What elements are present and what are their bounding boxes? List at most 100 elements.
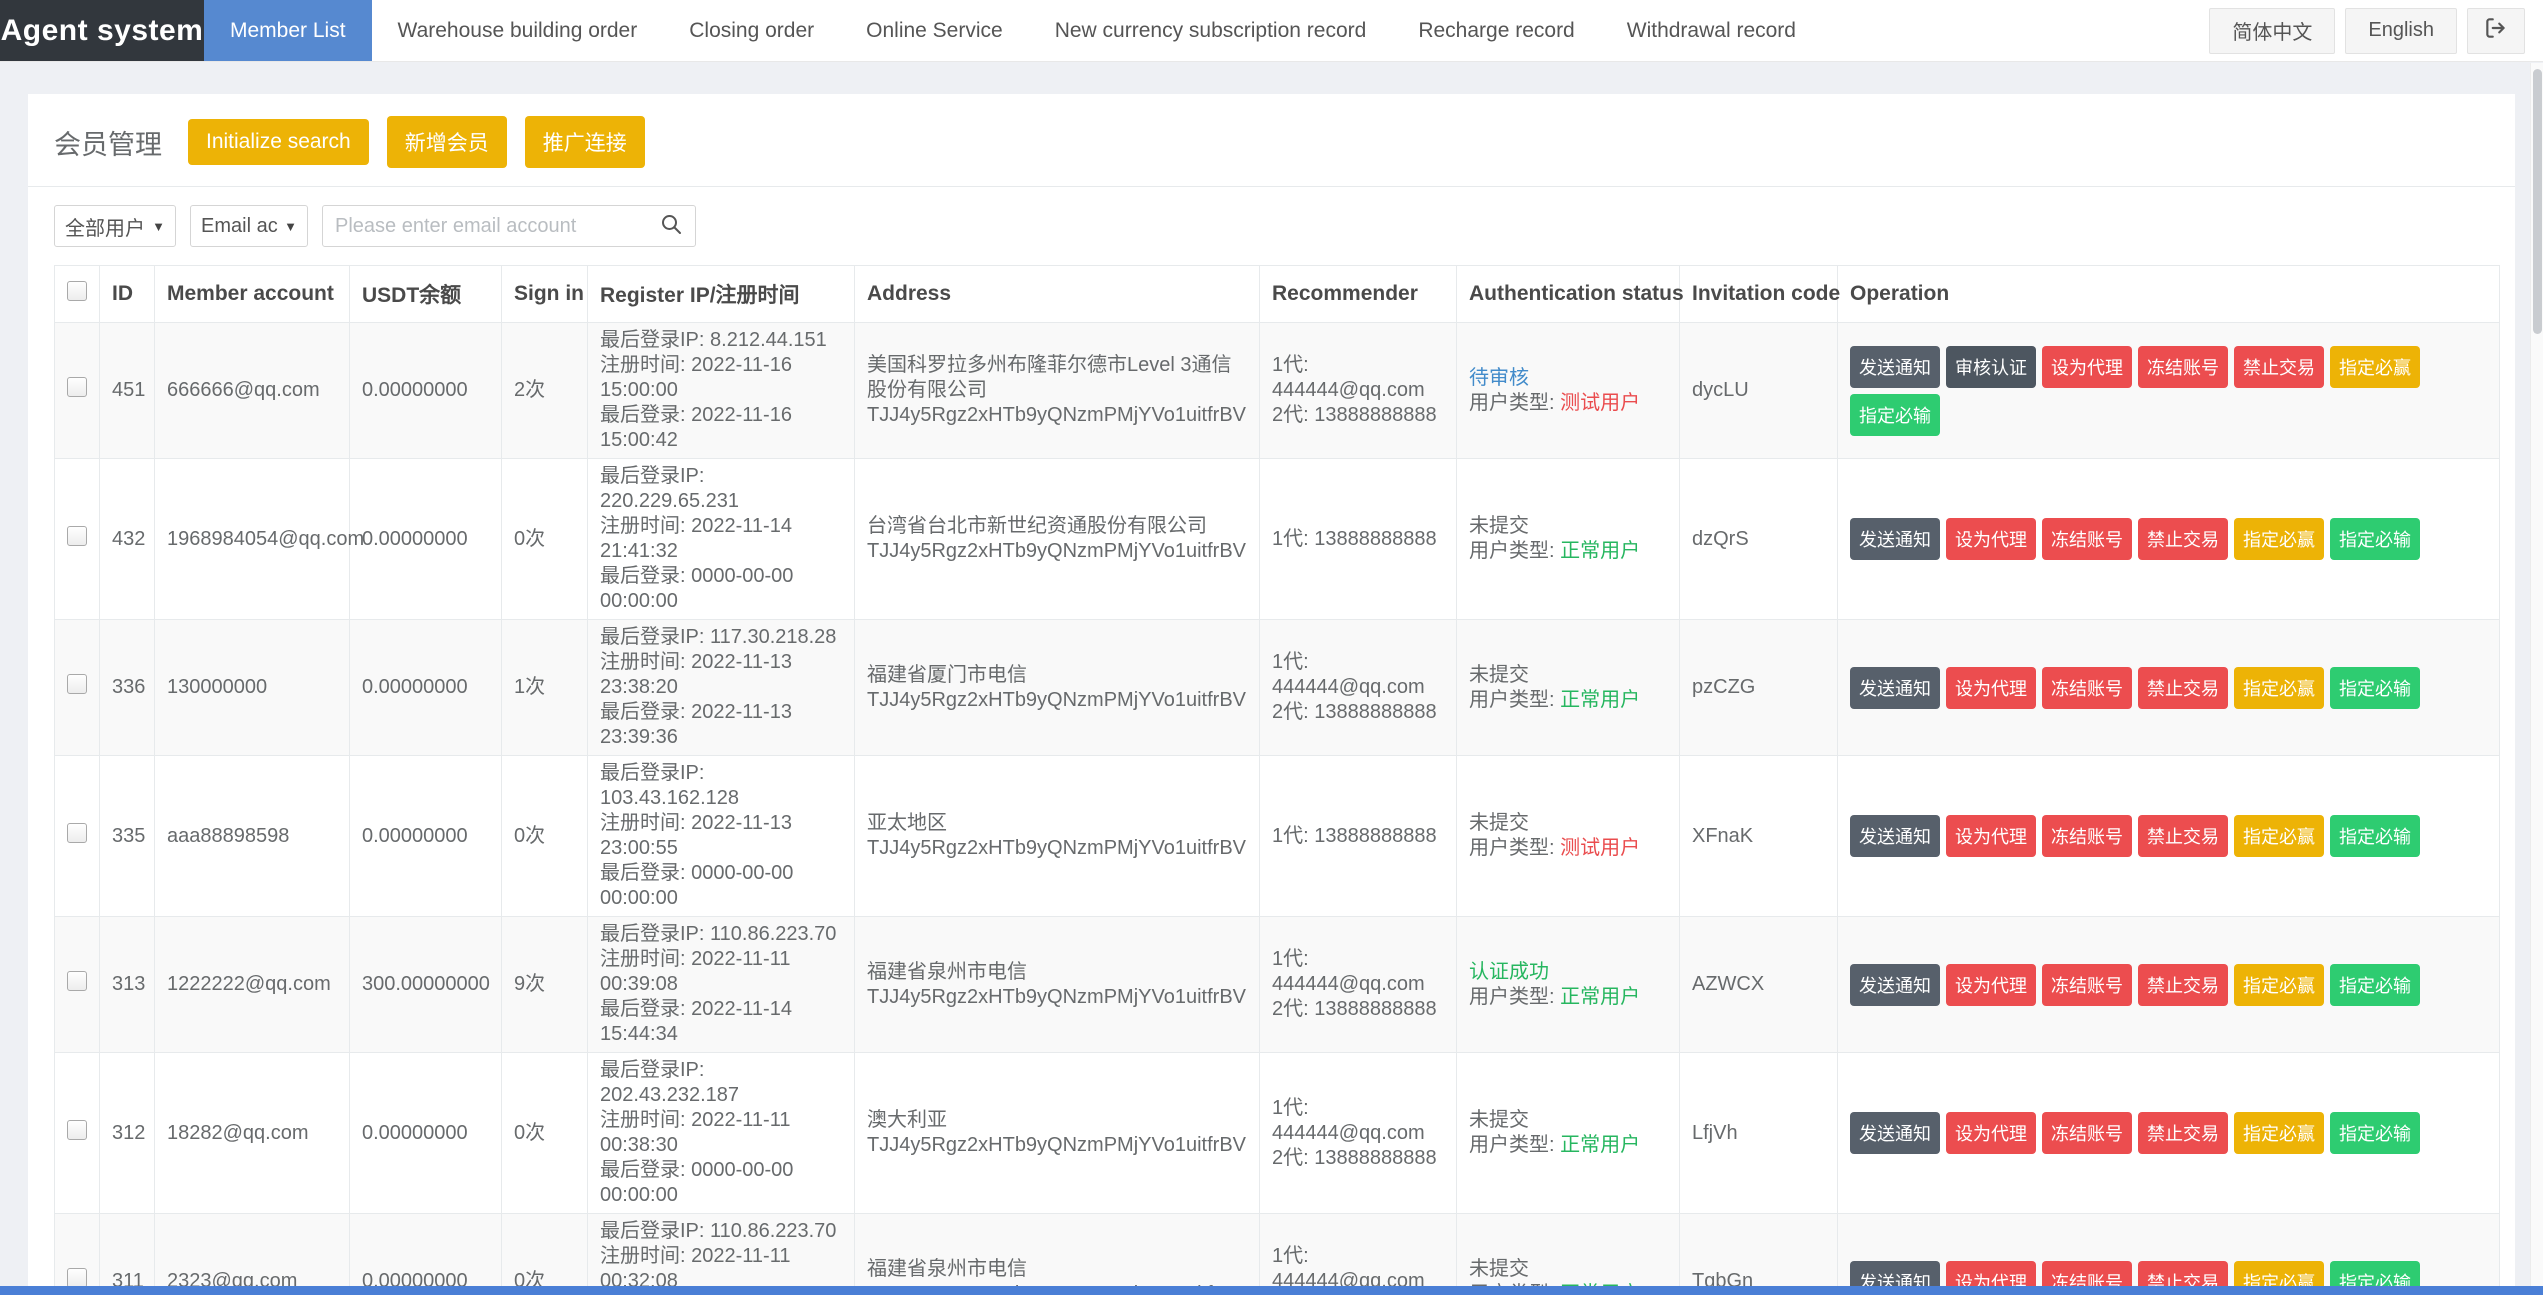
action-button-assign-win[interactable]: 指定必赢 <box>2234 963 2324 1006</box>
action-button-forbid-trade[interactable]: 禁止交易 <box>2138 963 2228 1006</box>
tab-closing-order[interactable]: Closing order <box>689 18 815 42</box>
action-button-audit-auth[interactable]: 审核认证 <box>1946 345 2036 388</box>
row-checkbox[interactable] <box>67 525 87 546</box>
action-button-assign-win[interactable]: 指定必赢 <box>2330 345 2420 388</box>
action-button-freeze-account[interactable]: 冻结账号 <box>2042 518 2132 560</box>
action-button-set-agent[interactable]: 设为代理 <box>1946 815 2036 857</box>
tab-withdrawal-record[interactable]: Withdrawal record <box>1626 18 1796 42</box>
scrollbar-thumb[interactable] <box>2533 69 2542 334</box>
auth-status: 未提交 <box>1469 1257 1529 1280</box>
auth-status-cell: 未提交 用户类型: 正常用户 <box>1456 1213 1680 1295</box>
search-box <box>322 205 696 247</box>
action-button-send-notify[interactable]: 发送通知 <box>1850 345 1940 388</box>
action-button-forbid-trade[interactable]: 禁止交易 <box>2234 345 2324 388</box>
tab-member-list[interactable]: Member List <box>204 0 372 61</box>
action-button-freeze-account[interactable]: 冻结账号 <box>2042 666 2132 709</box>
register-info-cell: 最后登录IP: 110.86.223.70 注册时间: 2022-11-11 0… <box>587 1213 855 1295</box>
action-button-send-notify[interactable]: 发送通知 <box>1850 518 1940 560</box>
action-button-set-agent[interactable]: 设为代理 <box>1946 1112 2036 1154</box>
action-button-freeze-account[interactable]: 冻结账号 <box>2042 1112 2132 1154</box>
member-id: 311 <box>99 1213 155 1295</box>
action-button-assign-lose[interactable]: 指定必输 <box>2330 1112 2420 1154</box>
action-button-assign-win[interactable]: 指定必赢 <box>2234 666 2324 709</box>
action-button-set-agent[interactable]: 设为代理 <box>1946 666 2036 709</box>
member-account: 666666@qq.com <box>154 322 350 459</box>
tab-online-service[interactable]: Online Service <box>866 18 1003 42</box>
tab-warehouse-building-order[interactable]: Warehouse building order <box>397 18 638 42</box>
invitation-code: dycLU <box>1679 322 1838 459</box>
table-row: 311 2323@qq.com 0.00000000 0次 最后登录IP: 11… <box>54 1213 2500 1295</box>
row-checkbox[interactable] <box>67 1119 87 1140</box>
promotion-link-button[interactable]: 推广连接 <box>524 116 645 168</box>
address-cell: 亚太地区 TJJ4y5Rgz2xHTb9yQNzmPMjYVo1uitfrBV <box>854 755 1260 917</box>
action-button-set-agent[interactable]: 设为代理 <box>2042 345 2132 388</box>
user-type-select-value: 全部用户 <box>65 217 145 240</box>
member-id: 432 <box>99 458 155 620</box>
user-type-label: 用户类型: <box>1469 985 1561 1008</box>
action-button-freeze-account[interactable]: 冻结账号 <box>2042 963 2132 1006</box>
action-button-forbid-trade[interactable]: 禁止交易 <box>2138 1112 2228 1154</box>
row-checkbox[interactable] <box>67 377 87 397</box>
recommender-line-1: 1代: 13888888888 <box>1272 527 1437 550</box>
action-button-freeze-account[interactable]: 冻结账号 <box>2138 345 2228 388</box>
user-type-select[interactable]: 全部用户 ▼ <box>54 205 176 247</box>
action-button-assign-lose[interactable]: 指定必输 <box>2330 815 2420 857</box>
bottom-accent-bar <box>0 1286 2543 1295</box>
header-operation: Operation <box>1837 265 2500 323</box>
action-button-assign-win[interactable]: 指定必赢 <box>2234 518 2324 560</box>
scrollbar[interactable] <box>2530 63 2543 1295</box>
user-type-value: 正常用户 <box>1560 540 1641 562</box>
action-button-send-notify[interactable]: 发送通知 <box>1850 815 1940 857</box>
table-row: 432 1968984054@qq.com 0.00000000 0次 最后登录… <box>54 458 2500 620</box>
register-time-line: 注册时间: 2022-11-14 21:41:32 <box>600 515 792 562</box>
row-checkbox[interactable] <box>67 822 87 843</box>
initialize-search-button[interactable]: Initialize search <box>188 119 369 165</box>
lang-zh-button[interactable]: 简体中文 <box>2209 7 2336 54</box>
action-button-set-agent[interactable]: 设为代理 <box>1946 518 2036 560</box>
action-button-forbid-trade[interactable]: 禁止交易 <box>2138 815 2228 857</box>
row-checkbox[interactable] <box>67 674 87 694</box>
logout-button[interactable] <box>2467 7 2525 54</box>
select-all-checkbox[interactable] <box>67 281 87 301</box>
row-checkbox[interactable] <box>67 1268 87 1288</box>
action-button-assign-win[interactable]: 指定必赢 <box>2234 815 2324 857</box>
add-member-button[interactable]: 新增会员 <box>386 116 507 168</box>
action-button-assign-lose[interactable]: 指定必输 <box>2330 518 2420 560</box>
action-button-send-notify[interactable]: 发送通知 <box>1850 963 1940 1006</box>
register-info-cell: 最后登录IP: 103.43.162.128 注册时间: 2022-11-13 … <box>587 755 855 917</box>
address-location: 澳大利亚 <box>867 1109 947 1131</box>
operation-cell: 发送通知 审核认证 设为代理 冻结账号 禁止交易 指定必赢指定必输 <box>1837 322 2500 459</box>
header-authentication-status: Authentication status <box>1456 265 1684 323</box>
tab-new-currency-subscription-record[interactable]: New currency subscription record <box>1054 18 1367 42</box>
table-row: 335 aaa88898598 0.00000000 0次 最后登录IP: 10… <box>54 755 2500 917</box>
action-button-forbid-trade[interactable]: 禁止交易 <box>2138 666 2228 709</box>
user-type-label: 用户类型: <box>1469 391 1561 414</box>
sign-in-count: 0次 <box>501 1213 588 1295</box>
action-button-assign-lose[interactable]: 指定必输 <box>1850 393 1940 436</box>
action-button-assign-win[interactable]: 指定必赢 <box>2234 1112 2324 1154</box>
user-type-value: 正常用户 <box>1560 985 1641 1008</box>
action-button-assign-lose[interactable]: 指定必输 <box>2330 963 2420 1006</box>
action-button-forbid-trade[interactable]: 禁止交易 <box>2138 518 2228 560</box>
lang-en-button[interactable]: English <box>2345 7 2457 54</box>
auth-status-cell: 未提交 用户类型: 正常用户 <box>1456 1052 1680 1214</box>
action-button-assign-lose[interactable]: 指定必输 <box>2330 666 2420 709</box>
row-checkbox[interactable] <box>67 971 87 991</box>
search-field-select[interactable]: Email account ▼ <box>190 205 308 247</box>
search-input[interactable] <box>335 214 659 238</box>
header-sign-in: Sign in <box>501 265 588 323</box>
sign-in-count: 0次 <box>501 458 588 620</box>
last-login-ip-line: 最后登录IP: 8.212.44.151 <box>600 329 827 351</box>
action-button-set-agent[interactable]: 设为代理 <box>1946 963 2036 1006</box>
recommender-line-1: 1代: 444444@qq.com <box>1272 651 1425 698</box>
action-button-send-notify[interactable]: 发送通知 <box>1850 1112 1940 1154</box>
user-type-value: 测试用户 <box>1560 837 1641 859</box>
tab-recharge-record[interactable]: Recharge record <box>1418 18 1575 42</box>
register-time-line: 注册时间: 2022-11-13 23:38:20 <box>600 651 792 698</box>
user-type-label: 用户类型: <box>1469 1134 1561 1156</box>
operation-cell: 发送通知 设为代理 冻结账号 禁止交易 指定必赢 指定必输 <box>1837 916 2500 1053</box>
page-title: 会员管理 <box>54 129 162 160</box>
action-button-freeze-account[interactable]: 冻结账号 <box>2042 815 2132 857</box>
search-icon[interactable] <box>659 212 683 241</box>
action-button-send-notify[interactable]: 发送通知 <box>1850 666 1940 709</box>
